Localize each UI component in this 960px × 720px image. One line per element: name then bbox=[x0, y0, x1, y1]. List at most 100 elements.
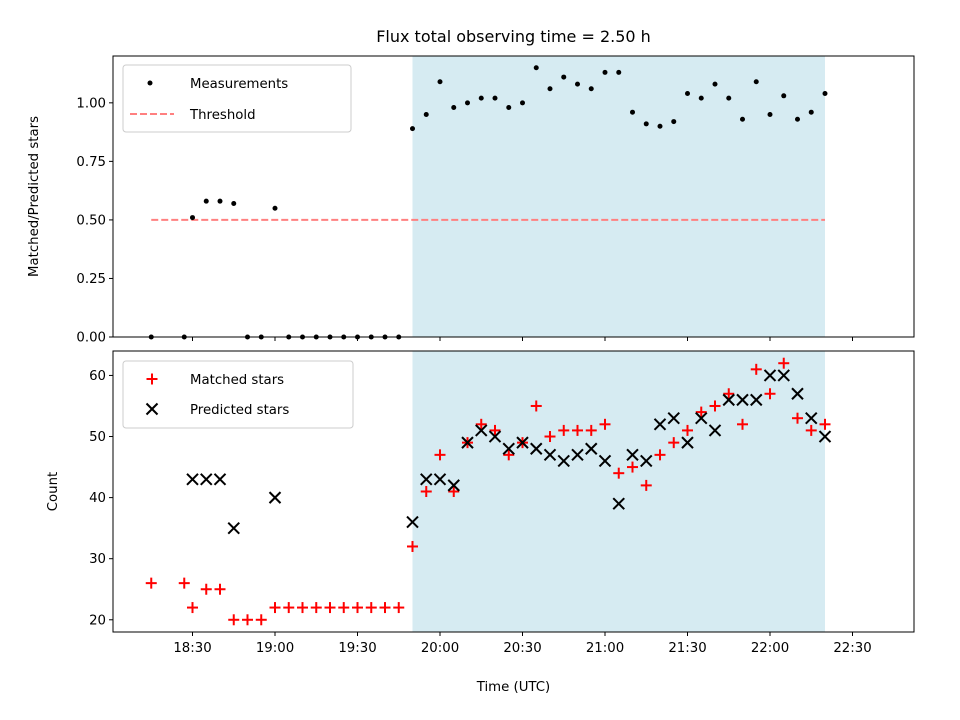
matched-stars-series bbox=[145, 357, 831, 626]
matched-star-point bbox=[324, 602, 336, 614]
predicted-star-point bbox=[186, 473, 199, 486]
predicted-star-point bbox=[516, 436, 529, 449]
matched-star-point bbox=[764, 388, 776, 400]
predicted-stars-series bbox=[186, 369, 832, 535]
measurement-point bbox=[657, 123, 663, 129]
top-axes-frame bbox=[112, 55, 915, 338]
measurement-point bbox=[231, 201, 237, 207]
predicted-star-point bbox=[200, 473, 213, 486]
measurement-point bbox=[575, 81, 580, 87]
measurement-point bbox=[520, 100, 525, 106]
predicted-star-point bbox=[708, 424, 722, 437]
matched-star-point bbox=[338, 602, 350, 614]
measurement-point bbox=[616, 69, 622, 75]
measurement-point bbox=[685, 90, 690, 96]
measurement-point bbox=[726, 95, 732, 101]
bottom-legend: Matched stars Predicted stars bbox=[122, 360, 354, 429]
top-legend: Measurements Threshold bbox=[122, 64, 352, 133]
matched-star-point bbox=[654, 449, 666, 461]
predicted-star-point bbox=[598, 454, 612, 468]
bottom-y-axis-label: Count bbox=[46, 472, 61, 512]
bottom-axes-frame bbox=[112, 350, 915, 633]
matched-star-point bbox=[228, 614, 240, 626]
measurement-point bbox=[795, 116, 800, 122]
measurement-point bbox=[437, 79, 443, 85]
matched-star-point bbox=[819, 418, 831, 430]
measurement-point bbox=[533, 65, 539, 71]
predicted-star-point bbox=[791, 387, 804, 400]
matched-star-point bbox=[365, 602, 377, 614]
top-legend-box bbox=[122, 64, 352, 133]
matched-star-point bbox=[310, 602, 322, 614]
x-tick-label: 22:30 bbox=[833, 641, 871, 656]
measurement-point bbox=[203, 198, 209, 204]
predicted-star-point bbox=[461, 436, 474, 449]
matched-star-point bbox=[640, 479, 652, 491]
x-tick-label: 21:30 bbox=[668, 641, 706, 656]
measurement-point bbox=[698, 95, 704, 101]
matched-star-point bbox=[269, 602, 281, 614]
x-tick-label: 20:30 bbox=[503, 641, 541, 656]
observing-window-shade-bottom bbox=[412, 351, 825, 632]
legend-plus-glyph bbox=[146, 373, 158, 385]
measurements-series bbox=[148, 65, 828, 340]
measurement-point bbox=[753, 79, 759, 85]
matched-star-point bbox=[585, 424, 597, 436]
predicted-star-point bbox=[488, 430, 502, 443]
measurement-point bbox=[822, 90, 828, 96]
legend-label-matched: Matched stars bbox=[190, 373, 284, 388]
matched-star-point bbox=[255, 614, 267, 626]
predicted-star-point bbox=[213, 473, 227, 486]
x-tick-label: 21:00 bbox=[586, 641, 624, 656]
matched-star-point bbox=[200, 583, 212, 595]
matched-star-point bbox=[283, 602, 295, 614]
y-tick-label: 0.25 bbox=[76, 272, 106, 287]
predicted-star-point bbox=[681, 436, 694, 449]
chart-title: Flux total observing time = 2.50 h bbox=[376, 27, 651, 46]
matched-star-point bbox=[668, 437, 680, 449]
legend-marker-measurements bbox=[147, 80, 153, 86]
predicted-star-point bbox=[406, 515, 419, 529]
measurement-point bbox=[272, 205, 278, 211]
top-x-ticks bbox=[192, 337, 853, 341]
top-y-ticks: 0.00 0.25 0.50 0.75 1.00 bbox=[76, 96, 113, 346]
y-tick-label: 30 bbox=[89, 552, 106, 567]
predicted-star-point bbox=[585, 442, 598, 455]
predicted-star-point bbox=[502, 442, 515, 455]
predicted-star-point bbox=[763, 369, 777, 382]
observing-window-shade bbox=[412, 56, 825, 337]
x-axis-label: Time (UTC) bbox=[476, 680, 551, 695]
x-tick-label: 19:00 bbox=[256, 641, 294, 656]
legend-x-glyph bbox=[145, 402, 159, 416]
matched-star-point bbox=[178, 577, 190, 589]
predicted-star-point bbox=[268, 491, 282, 504]
predicted-star-point bbox=[626, 448, 639, 462]
bottom-legend-box bbox=[122, 360, 354, 429]
measurement-point bbox=[478, 95, 484, 101]
bottom-chart-panel: 20 30 40 50 60 18:30 19:00 19:30 20:00 20:30 21:0… bbox=[46, 350, 915, 695]
matched-star-point bbox=[434, 449, 446, 461]
matched-star-point bbox=[544, 431, 556, 443]
matched-star-point bbox=[214, 583, 226, 595]
bottom-x-ticks: 18:30 19:00 19:30 20:00 20:30 21:00 21:30 22:00… bbox=[173, 632, 872, 656]
predicted-star-point bbox=[543, 448, 557, 462]
matched-star-point bbox=[613, 467, 625, 479]
x-tick-label: 20:00 bbox=[421, 641, 459, 656]
predicted-star-point bbox=[530, 442, 543, 455]
y-tick-label: 40 bbox=[89, 491, 106, 506]
y-tick-label: 20 bbox=[89, 613, 106, 628]
matched-star-point bbox=[297, 602, 308, 614]
legend-label-measurements: Measurements bbox=[190, 77, 288, 92]
measurement-point bbox=[506, 105, 512, 111]
measurement-point bbox=[451, 105, 457, 111]
measurement-point bbox=[712, 81, 718, 87]
measurement-point bbox=[561, 74, 567, 80]
y-tick-label: 0.00 bbox=[76, 331, 106, 346]
measurement-point bbox=[808, 109, 814, 115]
matched-star-point bbox=[352, 602, 363, 614]
measurement-point bbox=[767, 112, 773, 118]
measurement-point bbox=[630, 109, 635, 115]
matched-star-point bbox=[695, 406, 707, 418]
predicted-star-point bbox=[640, 454, 653, 468]
